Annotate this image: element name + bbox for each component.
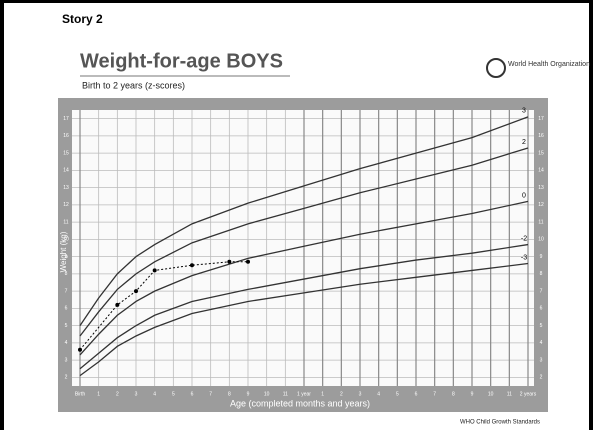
org-name: World Health Organization [508, 61, 590, 68]
x-tick-label: 6 [191, 391, 194, 397]
x-tick-label: Birth [75, 391, 86, 397]
x-tick-label: 9 [471, 391, 474, 397]
border-top [0, 0, 593, 3]
y-tick-label-right: 9 [540, 254, 543, 260]
y-tick-label: 15 [63, 150, 69, 156]
y-tick-label: 7 [65, 288, 68, 294]
y-tick-label: 12 [63, 202, 69, 208]
z-score-label: 3 [522, 108, 526, 115]
y-tick-label-right: 6 [540, 306, 543, 312]
x-tick-label: 11 [283, 391, 288, 397]
x-tick-label: 3 [135, 391, 138, 397]
y-tick-label: 14 [63, 168, 69, 174]
plot-area [72, 110, 534, 386]
y-tick-label: 16 [63, 133, 69, 139]
y-tick-label-right: 14 [538, 168, 544, 174]
y-tick-label: 5 [65, 323, 68, 329]
y-tick-label: 10 [63, 237, 69, 243]
x-tick-label: 6 [415, 391, 418, 397]
y-tick-label-right: 15 [538, 150, 544, 156]
x-tick-label: 2 years [520, 391, 537, 397]
x-tick-label: 8 [452, 391, 455, 397]
x-tick-label: 1 [321, 391, 324, 397]
chart-subtitle: Birth to 2 years (z-scores) [82, 80, 185, 90]
border-left [0, 0, 4, 430]
y-tick-label-right: 5 [540, 323, 543, 329]
child-point [227, 259, 232, 264]
y-tick-label-right: 7 [540, 288, 543, 294]
footer: WHO Child Growth Standards [460, 420, 540, 426]
y-tick-label-right: 12 [538, 202, 544, 208]
x-tick-label: 7 [209, 391, 212, 397]
x-tick-label: 1 [97, 391, 100, 397]
z-score-label: -3 [521, 254, 527, 261]
x-tick-label: 10 [264, 391, 270, 397]
x-tick-label: 2 [116, 391, 119, 397]
y-tick-label-right: 13 [538, 185, 544, 191]
y-tick-label-right: 2 [540, 375, 543, 381]
x-axis-label: Age (completed months and years) [230, 398, 370, 408]
x-tick-label: 11 [507, 391, 512, 397]
border-right [589, 0, 593, 430]
child-point [190, 263, 194, 268]
y-tick-label-right: 11 [538, 219, 543, 225]
y-tick-label: 3 [65, 357, 68, 363]
y-tick-label: 17 [63, 116, 69, 122]
x-tick-label: 10 [488, 391, 494, 397]
z-score-label: -2 [521, 235, 527, 242]
x-tick-label: 1 year [297, 391, 311, 397]
y-tick-label: 11 [63, 219, 68, 225]
y-tick-label: 13 [63, 185, 69, 191]
child-point [134, 289, 138, 294]
x-tick-label: 8 [228, 391, 231, 397]
y-axis-label: Weight (kg) [59, 231, 68, 272]
y-tick-label-right: 3 [540, 357, 543, 363]
x-tick-label: 2 [340, 391, 343, 397]
y-tick-label: 9 [65, 254, 68, 260]
x-tick-label: 4 [377, 391, 380, 397]
x-tick-label: 5 [396, 391, 399, 397]
y-tick-label-right: 10 [538, 237, 544, 243]
y-tick-label: 8 [65, 271, 68, 277]
y-tick-label: 2 [65, 375, 68, 381]
y-tick-label-right: 4 [540, 340, 543, 346]
child-point [78, 347, 82, 352]
z-score-curve [79, 147, 529, 337]
chart-title: Weight-for-age BOYS [80, 50, 283, 72]
z-score-curve [79, 243, 529, 370]
y-tick-label-right: 16 [538, 133, 544, 139]
y-tick-label-right: 8 [540, 271, 543, 277]
z-score-label: 0 [522, 192, 526, 199]
z-score-curve [79, 262, 529, 377]
z-score-label: 2 [522, 139, 526, 146]
z-score-curve [79, 116, 529, 326]
x-tick-label: 9 [247, 391, 250, 397]
x-tick-label: 5 [172, 391, 175, 397]
z-score-curve [79, 200, 529, 356]
child-point [152, 268, 157, 273]
child-point [246, 259, 250, 264]
x-tick-label: 7 [433, 391, 436, 397]
x-tick-label: 4 [153, 391, 156, 397]
who-logo [486, 58, 506, 78]
child-point [115, 302, 120, 307]
story-label: Story 2 [62, 12, 103, 26]
y-tick-label: 6 [65, 306, 68, 312]
x-tick-label: 3 [359, 391, 362, 397]
y-tick-label-right: 17 [538, 116, 544, 122]
y-tick-label: 4 [65, 340, 68, 346]
